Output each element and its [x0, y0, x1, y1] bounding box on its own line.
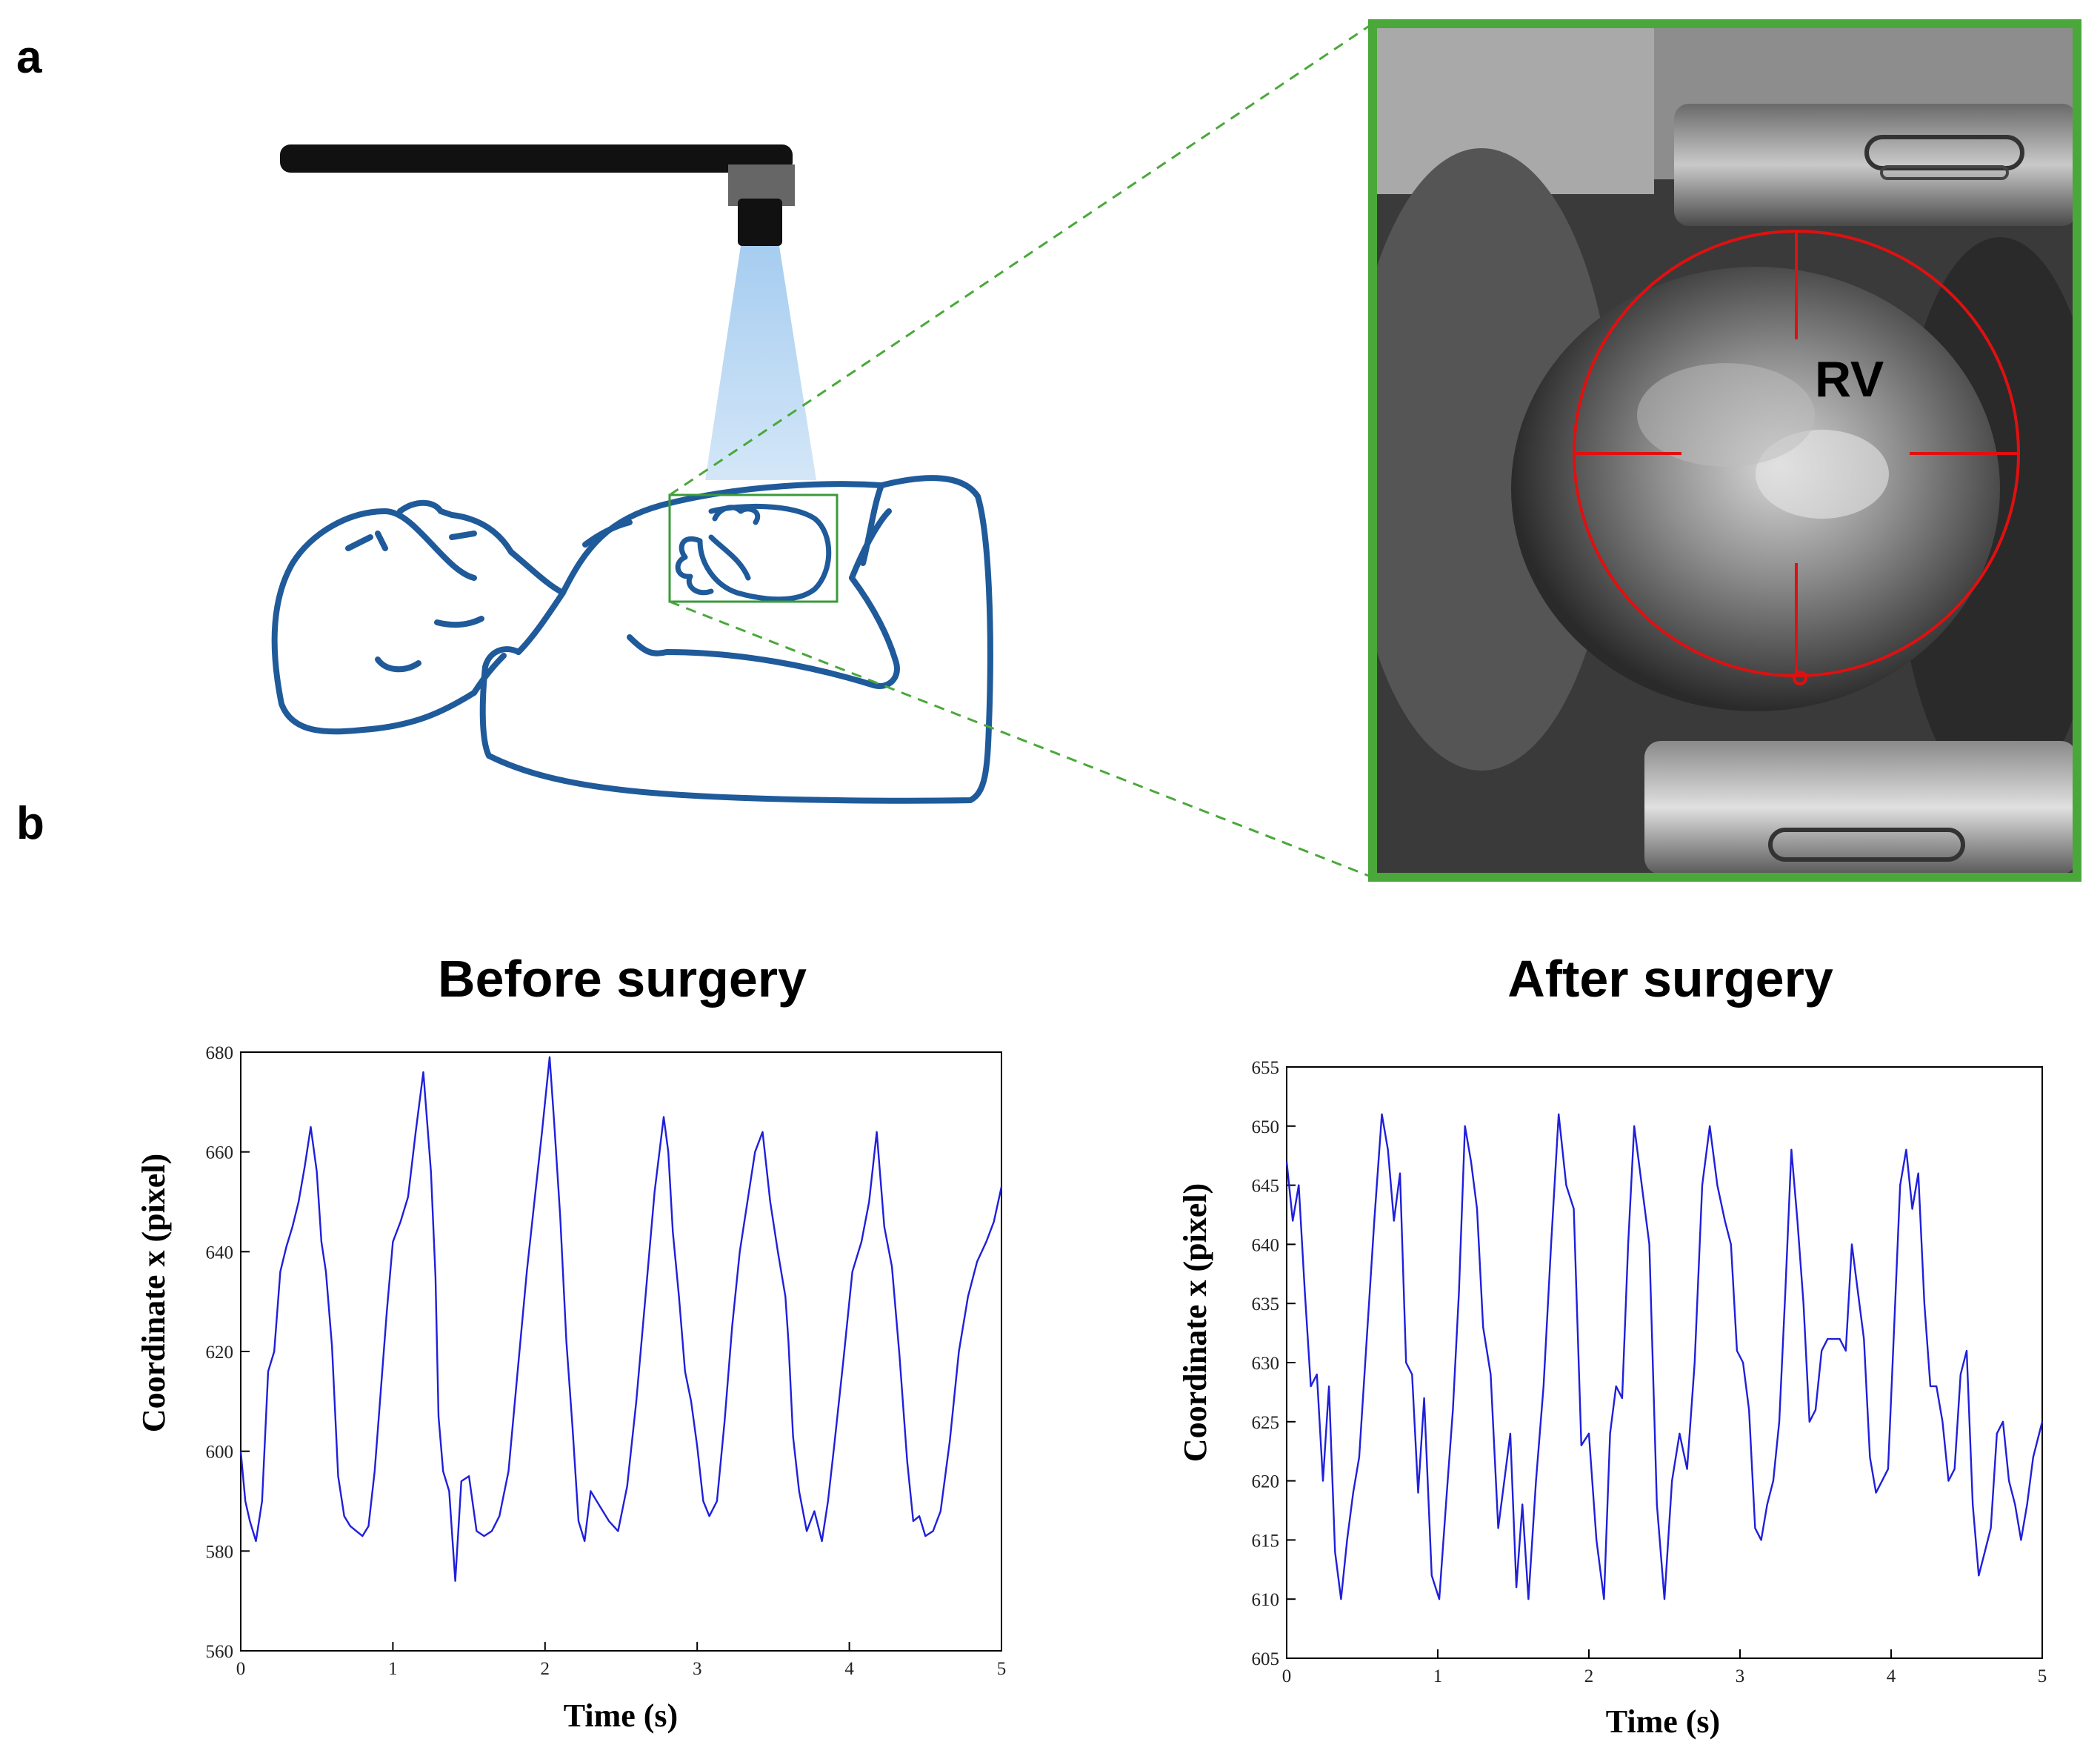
series-line: [239, 1056, 1003, 1582]
y-tick-label: 600: [206, 1443, 234, 1463]
crosshair-icon: [1573, 230, 2020, 685]
series-line: [1285, 1113, 2044, 1600]
camera-icon: [738, 199, 782, 246]
x-tick-label: 3: [693, 1659, 702, 1679]
patient-outline-icon: [271, 475, 993, 804]
chart-title: Before surgery: [438, 950, 807, 1008]
y-tick-label: 625: [1252, 1413, 1280, 1433]
x-tick-label: 2: [541, 1659, 550, 1679]
heart-icon: [675, 503, 832, 602]
y-tick-label: 560: [206, 1642, 234, 1662]
y-tick-label: 615: [1252, 1531, 1280, 1551]
y-tick-label: 620: [1252, 1472, 1280, 1492]
chart-after-surgery: After surgery Time (s) Coordinate x (pix…: [1177, 950, 2047, 1740]
y-tick-label: 680: [206, 1043, 234, 1063]
x-tick-label: 1: [388, 1659, 398, 1679]
x-axis-label: Time (s): [564, 1698, 678, 1734]
chart-before-surgery: Before surgery Time (s) Coordinate x (pi…: [136, 950, 1006, 1734]
y-axis-label: Coordinate x (pixel): [1177, 1183, 1213, 1462]
light-beam-icon: [705, 246, 816, 480]
zoom-guide-bottom: [669, 600, 1373, 879]
y-tick-label: 610: [1252, 1590, 1280, 1610]
x-tick-label: 4: [1887, 1666, 1896, 1686]
x-tick-label: 0: [236, 1659, 246, 1679]
y-tick-label: 630: [1252, 1354, 1280, 1374]
y-tick-label: 660: [206, 1143, 234, 1163]
surgical-photo: RV: [1368, 19, 2081, 882]
x-tick-label: 1: [1433, 1666, 1443, 1686]
y-tick-label: 605: [1252, 1649, 1280, 1669]
y-tick-label: 640: [206, 1243, 234, 1263]
photo-frame: [1368, 19, 2081, 882]
setup-illustration: [271, 22, 1373, 879]
y-axis-label: Coordinate x (pixel): [136, 1154, 172, 1432]
x-tick-label: 5: [997, 1659, 1007, 1679]
y-tick-label: 650: [1252, 1117, 1280, 1137]
x-tick-label: 3: [1736, 1666, 1745, 1686]
chart-title: After surgery: [1507, 950, 1833, 1008]
camera-arm-icon: [280, 144, 793, 173]
panel-label-b: b: [16, 798, 44, 849]
x-tick-label: 0: [1282, 1666, 1292, 1686]
y-tick-label: 635: [1252, 1294, 1280, 1314]
y-tick-label: 655: [1252, 1058, 1280, 1078]
panel-label-a: a: [16, 32, 42, 83]
x-tick-label: 4: [844, 1659, 854, 1679]
x-tick-label: 5: [2038, 1666, 2047, 1686]
y-tick-label: 645: [1252, 1177, 1280, 1197]
y-tick-label: 620: [206, 1343, 234, 1363]
rv-label: RV: [1815, 351, 1884, 408]
plot-frame: [240, 1051, 1002, 1652]
y-tick-label: 640: [1252, 1235, 1280, 1255]
x-tick-label: 2: [1584, 1666, 1594, 1686]
x-axis-label: Time (s): [1606, 1703, 1720, 1740]
y-tick-label: 580: [206, 1542, 234, 1562]
roi-box: [668, 493, 839, 603]
